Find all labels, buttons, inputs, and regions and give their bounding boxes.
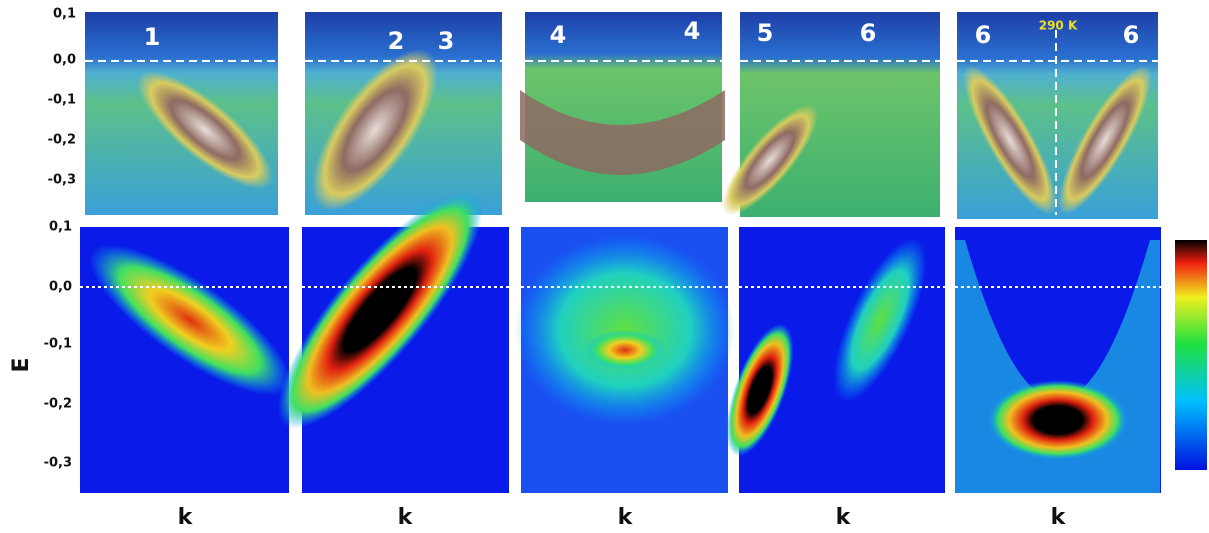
y-tick-label: 0,1 <box>49 220 72 235</box>
panel-label: 6 <box>1123 21 1140 49</box>
top-panels <box>85 12 1167 230</box>
x-axis-label: k <box>618 505 634 530</box>
panel-label: 4 <box>550 21 567 49</box>
y-tick-label: -0,3 <box>44 456 72 471</box>
y-tick-label: 0,0 <box>53 53 76 68</box>
y-axis-label: E <box>9 357 34 372</box>
y-tick-label: -0,2 <box>48 133 76 148</box>
panel-label: 4 <box>684 17 701 45</box>
panel-label: 5 <box>757 19 774 47</box>
figure: 0,1 0,0 -0,1 -0,2 -0,3 0,1 0,0 -0,1 -0,2 -0,3 E 1 2 3… <box>0 0 1209 533</box>
y-tick-label: -0,3 <box>48 173 76 188</box>
x-axis-label: k <box>836 505 852 530</box>
colorbar <box>1175 240 1207 470</box>
panel-label: 3 <box>438 27 455 55</box>
y-tick-label: -0,2 <box>44 397 72 412</box>
y-tick-label: 0,1 <box>53 7 76 22</box>
x-axis-label: k <box>1051 505 1067 530</box>
y-tick-label: 0,0 <box>49 280 72 295</box>
panel-label: 6 <box>860 19 877 47</box>
x-axis-label: k <box>178 505 194 530</box>
panel-label: 2 <box>388 27 405 55</box>
panel-label: 1 <box>144 23 161 51</box>
annotation: 290 K <box>1039 19 1078 33</box>
x-axis-label: k <box>398 505 414 530</box>
y-tick-label: -0,1 <box>48 93 76 108</box>
panel-label: 6 <box>975 21 992 49</box>
y-tick-label: -0,1 <box>44 337 72 352</box>
